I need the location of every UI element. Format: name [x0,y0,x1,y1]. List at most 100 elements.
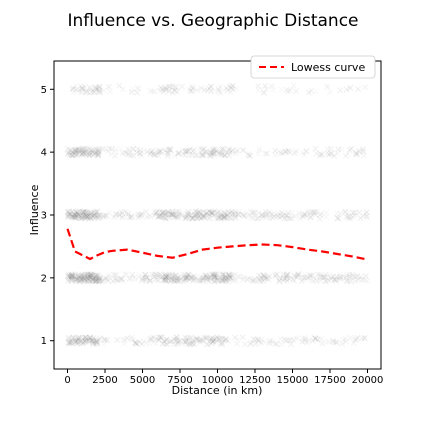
scatter-point [73,213,80,220]
scatter-point [185,274,192,281]
scatter-point [80,83,87,90]
scatter-point [222,278,229,285]
scatter-point [242,341,248,348]
scatter-point [91,209,98,216]
scatter-point [294,273,301,280]
scatter-point [256,277,263,284]
scatter-point [233,85,240,92]
scatter-point [327,145,334,152]
scatter-point [324,150,331,156]
scatter-point [70,152,77,159]
scatter-point [156,212,163,219]
scatter-point [111,213,118,220]
lowess-curve [66,228,368,261]
scatter-point [199,208,206,215]
scatter-point [191,341,198,348]
scatter-point [72,212,79,219]
scatter-point [174,277,181,284]
scatter-point [198,151,205,158]
scatter-point [212,339,219,345]
scatter-point [175,150,182,157]
scatter-point [344,278,351,285]
scatter-point [232,208,239,215]
scatter-point [85,215,92,222]
scatter-point [229,271,236,278]
scatter-point [161,338,168,345]
scatter-point [80,334,86,341]
scatter-point [347,215,354,222]
scatter-point [221,152,228,159]
scatter-point [82,208,89,215]
scatter-point [72,214,79,221]
scatter-point [96,335,103,342]
scatter-point [125,151,132,158]
scatter-point [155,152,162,159]
scatter-point [82,145,89,152]
scatter-point [212,271,219,278]
scatter-point [195,209,202,216]
scatter-point [226,276,233,283]
scatter-point [156,334,163,341]
scatter-point [337,87,344,94]
scatter-point [260,271,267,278]
scatter-point [65,278,72,285]
scatter-point [247,276,254,283]
scatter-point [221,274,228,281]
scatter-point [209,210,216,217]
scatter-point [96,213,103,220]
scatter-point [78,276,85,283]
scatter-point [198,215,205,222]
scatter-point [113,272,119,279]
scatter-point [72,214,79,221]
scatter-point [241,213,248,220]
scatter-point [93,277,100,284]
scatter-point [169,208,176,215]
scatter-point [211,212,217,219]
scatter-point [136,339,143,346]
scatter-point [93,277,100,284]
scatter-point [361,335,368,342]
scatter-point [162,211,169,218]
scatter-point [106,88,113,95]
scatter-point [343,86,350,93]
scatter-point [149,147,156,154]
scatter-point [182,215,189,222]
scatter-point [166,146,172,153]
scatter-point [88,210,95,216]
scatter-point [87,212,94,219]
scatter-point [261,338,268,345]
scatter-point [166,271,173,278]
scatter-point [189,337,196,344]
scatter-point [68,272,75,279]
scatter-point [269,87,276,94]
scatter-point [147,150,154,157]
scatter-point [313,278,320,285]
scatter-point [201,212,208,219]
scatter-point [231,275,238,282]
x-axis: 0 2500 5000 7500 10000 12500 15000 17500 20000 [64,369,383,386]
scatter-point [172,272,179,279]
scatter-point [174,277,181,283]
scatter-point [210,338,217,345]
scatter-point [213,336,220,343]
scatter-point [129,271,136,278]
scatter-point [178,210,185,217]
scatter-point [232,334,238,341]
scatter-point [87,274,94,281]
scatter-point [316,336,323,342]
scatter-point [303,148,310,155]
scatter-point [73,339,80,346]
scatter-point [136,150,143,157]
scatter-point [79,277,86,284]
scatter-point [87,147,94,154]
scatter-point [353,151,360,158]
scatter-point [203,148,210,155]
scatter-point [269,339,276,346]
scatter-point [69,273,76,280]
scatter-point [137,149,143,156]
scatter-point [144,213,151,220]
scatter-point [275,148,282,155]
scatter-point [210,151,217,158]
scatter-point [333,339,340,346]
scatter-point [113,210,120,217]
